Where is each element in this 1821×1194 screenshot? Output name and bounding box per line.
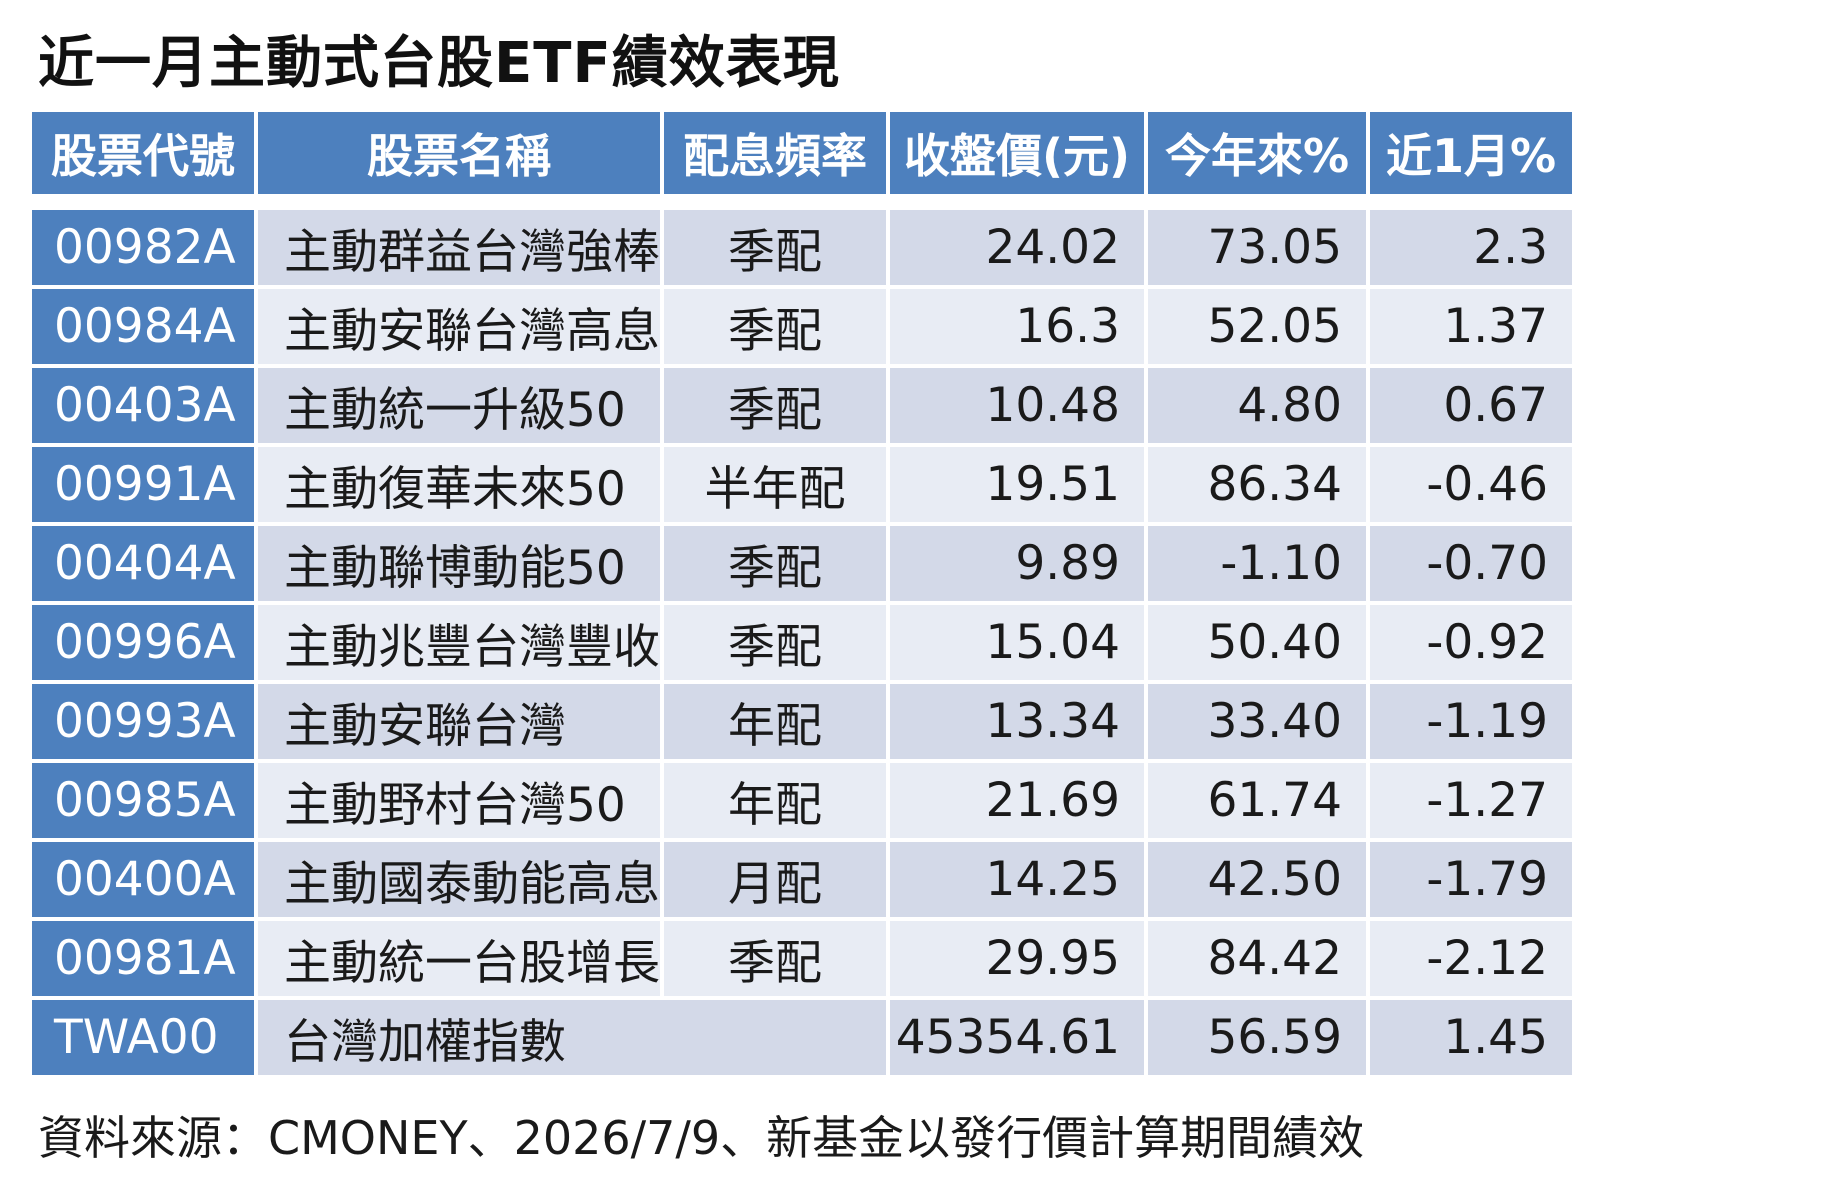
cell-1-month-return: -1.27	[1370, 763, 1572, 838]
header-stock-code: 股票代號	[32, 112, 254, 194]
table-row: 00982A 主動群益台灣強棒 季配 24.02 73.05 2.3	[32, 210, 1572, 285]
table-header-row: 股票代號 股票名稱 配息頻率 收盤價(元) 今年來% 近1月%	[32, 112, 1572, 194]
etf-performance-table: 股票代號 股票名稱 配息頻率 收盤價(元) 今年來% 近1月% 00982A 主動…	[28, 108, 1576, 1079]
cell-closing-price: 13.34	[890, 684, 1144, 759]
cell-stock-code: 00404A	[32, 526, 254, 601]
table-row: TWA00 台灣加權指數 45354.61 56.59 1.45	[32, 1000, 1572, 1075]
table-row: 00991A 主動復華未來50 半年配 19.51 86.34 -0.46	[32, 447, 1572, 522]
table-row: 00996A 主動兆豐台灣豐收 季配 15.04 50.40 -0.92	[32, 605, 1572, 680]
cell-stock-name: 主動安聯台灣	[258, 684, 660, 759]
cell-stock-name: 主動安聯台灣高息	[258, 289, 660, 364]
cell-stock-code: 00982A	[32, 210, 254, 285]
cell-dividend-frequency: 季配	[664, 526, 886, 601]
cell-stock-code: TWA00	[32, 1000, 254, 1075]
cell-ytd-return: 56.59	[1148, 1000, 1366, 1075]
cell-ytd-return: 50.40	[1148, 605, 1366, 680]
page-title: 近一月主動式台股ETF績效表現	[38, 31, 840, 96]
cell-stock-name: 主動統一升級50	[258, 368, 660, 443]
cell-stock-code: 00993A	[32, 684, 254, 759]
header-1-month-return: 近1月%	[1370, 112, 1572, 194]
cell-stock-name: 台灣加權指數	[258, 1000, 886, 1075]
cell-ytd-return: 84.42	[1148, 921, 1366, 996]
cell-ytd-return: 33.40	[1148, 684, 1366, 759]
cell-closing-price: 19.51	[890, 447, 1144, 522]
cell-stock-name: 主動統一台股增長	[258, 921, 660, 996]
cell-1-month-return: 1.37	[1370, 289, 1572, 364]
cell-stock-name: 主動兆豐台灣豐收	[258, 605, 660, 680]
cell-1-month-return: 1.45	[1370, 1000, 1572, 1075]
cell-1-month-return: -2.12	[1370, 921, 1572, 996]
cell-1-month-return: -0.92	[1370, 605, 1572, 680]
cell-1-month-return: -1.79	[1370, 842, 1572, 917]
cell-closing-price: 16.3	[890, 289, 1144, 364]
cell-dividend-frequency: 半年配	[664, 447, 886, 522]
cell-closing-price: 21.69	[890, 763, 1144, 838]
cell-closing-price: 24.02	[890, 210, 1144, 285]
cell-dividend-frequency: 季配	[664, 605, 886, 680]
header-stock-name: 股票名稱	[258, 112, 660, 194]
cell-stock-code: 00400A	[32, 842, 254, 917]
cell-stock-code: 00996A	[32, 605, 254, 680]
cell-ytd-return: 4.80	[1148, 368, 1366, 443]
table-row: 00400A 主動國泰動能高息 月配 14.25 42.50 -1.79	[32, 842, 1572, 917]
cell-ytd-return: 42.50	[1148, 842, 1366, 917]
cell-ytd-return: 52.05	[1148, 289, 1366, 364]
cell-dividend-frequency: 季配	[664, 921, 886, 996]
header-closing-price: 收盤價(元)	[890, 112, 1144, 194]
header-dividend-frequency: 配息頻率	[664, 112, 886, 194]
cell-dividend-frequency: 季配	[664, 289, 886, 364]
cell-stock-code: 00403A	[32, 368, 254, 443]
table-row: 00404A 主動聯博動能50 季配 9.89 -1.10 -0.70	[32, 526, 1572, 601]
cell-1-month-return: 0.67	[1370, 368, 1572, 443]
cell-stock-code: 00985A	[32, 763, 254, 838]
table-row: 00993A 主動安聯台灣 年配 13.34 33.40 -1.19	[32, 684, 1572, 759]
cell-stock-code: 00991A	[32, 447, 254, 522]
header-ytd-return: 今年來%	[1148, 112, 1366, 194]
cell-closing-price: 14.25	[890, 842, 1144, 917]
cell-ytd-return: 86.34	[1148, 447, 1366, 522]
cell-1-month-return: -0.46	[1370, 447, 1572, 522]
cell-stock-name: 主動群益台灣強棒	[258, 210, 660, 285]
cell-stock-name: 主動國泰動能高息	[258, 842, 660, 917]
cell-dividend-frequency: 年配	[664, 763, 886, 838]
cell-stock-code: 00981A	[32, 921, 254, 996]
table-row: 00984A 主動安聯台灣高息 季配 16.3 52.05 1.37	[32, 289, 1572, 364]
cell-closing-price: 10.48	[890, 368, 1144, 443]
cell-1-month-return: 2.3	[1370, 210, 1572, 285]
cell-closing-price: 15.04	[890, 605, 1144, 680]
cell-closing-price: 29.95	[890, 921, 1144, 996]
cell-stock-name: 主動復華未來50	[258, 447, 660, 522]
cell-ytd-return: -1.10	[1148, 526, 1366, 601]
cell-dividend-frequency: 月配	[664, 842, 886, 917]
cell-stock-code: 00984A	[32, 289, 254, 364]
table-row: 00985A 主動野村台灣50 年配 21.69 61.74 -1.27	[32, 763, 1572, 838]
cell-ytd-return: 73.05	[1148, 210, 1366, 285]
cell-ytd-return: 61.74	[1148, 763, 1366, 838]
cell-1-month-return: -1.19	[1370, 684, 1572, 759]
table-row: 00403A 主動統一升級50 季配 10.48 4.80 0.67	[32, 368, 1572, 443]
cell-dividend-frequency: 年配	[664, 684, 886, 759]
cell-stock-name: 主動聯博動能50	[258, 526, 660, 601]
cell-stock-name: 主動野村台灣50	[258, 763, 660, 838]
cell-closing-price: 9.89	[890, 526, 1144, 601]
cell-dividend-frequency: 季配	[664, 210, 886, 285]
cell-dividend-frequency: 季配	[664, 368, 886, 443]
table-row: 00981A 主動統一台股增長 季配 29.95 84.42 -2.12	[32, 921, 1572, 996]
source-note: 資料來源：CMONEY、2026/7/9、新基金以發行價計算期間績效	[38, 1111, 1365, 1165]
cell-1-month-return: -0.70	[1370, 526, 1572, 601]
cell-closing-price: 45354.61	[890, 1000, 1144, 1075]
